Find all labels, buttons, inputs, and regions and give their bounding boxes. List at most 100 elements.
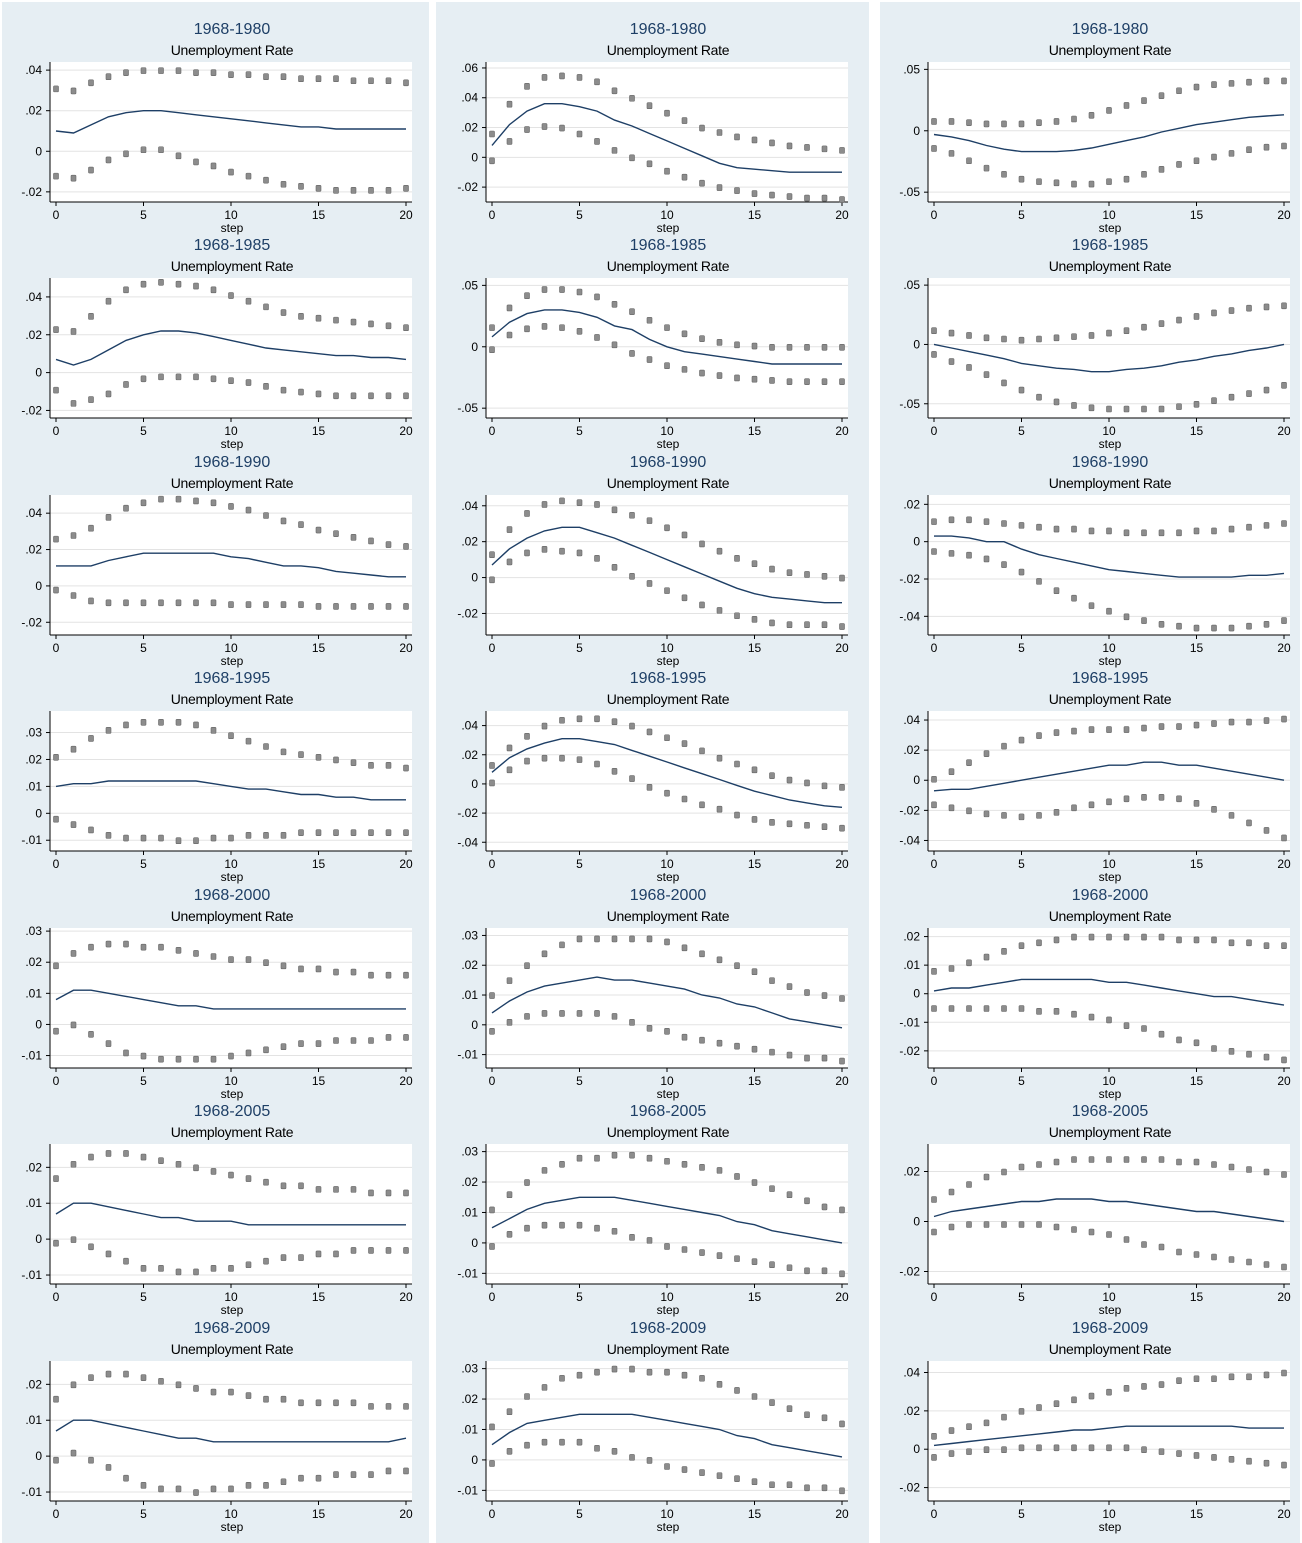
lower-ci-marker	[1123, 613, 1130, 621]
lower-ci-marker	[140, 375, 147, 383]
x-tick-label: 20	[399, 1507, 413, 1521]
lower-ci-marker	[105, 1040, 112, 1047]
lower-ci-marker	[576, 1221, 583, 1229]
irf-line	[55, 780, 406, 801]
y-tick-label: .02	[25, 1160, 42, 1174]
y-tick-label: 0	[35, 579, 42, 593]
upper-ci-marker	[751, 766, 758, 774]
upper-ci-marker	[559, 1160, 565, 1168]
upper-ci-marker	[210, 953, 217, 960]
y-tick-label: 0	[35, 1017, 42, 1031]
x-tick-label: 0	[489, 1290, 496, 1304]
irf-panel: 1968-2009 Unemployment Rate -.01 0 .01 .02 .03…	[442, 1311, 866, 1534]
x-axis-label: step	[221, 221, 244, 235]
y-tick-label: .02	[25, 543, 42, 557]
lower-ci-marker	[983, 555, 990, 563]
upper-ci-marker	[734, 341, 740, 349]
irf-chart: 1968-2009 Unemployment Rate -.02 0 .02 .04 0 5 1…	[899, 1320, 1291, 1534]
y-tick-label: .01	[25, 986, 42, 1000]
upper-ci-marker	[1281, 715, 1287, 723]
upper-ci-marker	[385, 77, 392, 85]
y-tick-label: -.02	[457, 180, 478, 194]
upper-ci-marker	[280, 1395, 287, 1403]
lower-ci-marker	[333, 1250, 339, 1258]
y-tick-label: -.02	[21, 615, 42, 629]
lower-ci-marker	[105, 1250, 112, 1258]
lower-ci-marker	[175, 373, 182, 381]
upper-ci-marker	[948, 118, 955, 125]
lower-ci-marker	[983, 1005, 990, 1012]
lower-ci-marker	[228, 168, 234, 176]
y-tick-label: .03	[461, 1362, 478, 1376]
lower-ci-marker	[664, 1463, 670, 1470]
lower-ci-marker	[1246, 819, 1252, 827]
x-tick-label: 0	[53, 1074, 60, 1088]
upper-ci-marker	[385, 322, 392, 330]
y-tick-label: -.01	[21, 1268, 42, 1282]
lower-ci-marker	[1036, 812, 1042, 819]
chart-title: 1968-1990	[194, 454, 271, 471]
chart-subtitle: Unemployment Rate	[171, 908, 294, 924]
lower-ci-marker	[751, 616, 758, 623]
lower-ci-marker	[53, 1239, 59, 1247]
lower-ci-marker	[541, 1010, 548, 1017]
upper-ci-marker	[1088, 726, 1095, 733]
lower-ci-marker	[1123, 175, 1130, 183]
upper-ci-marker	[105, 73, 112, 81]
upper-ci-marker	[489, 551, 495, 559]
irf-line	[55, 989, 406, 1010]
upper-ci-marker	[966, 119, 972, 126]
x-tick-label: 20	[1277, 641, 1291, 655]
lower-ci-marker	[786, 1481, 793, 1489]
upper-ci-marker	[734, 962, 740, 970]
upper-ci-marker	[1246, 1166, 1252, 1173]
lower-ci-marker	[786, 193, 793, 200]
upper-ci-marker	[1228, 939, 1235, 947]
x-tick-label: 20	[399, 208, 413, 222]
upper-ci-marker	[280, 73, 287, 81]
lower-ci-marker	[70, 1449, 77, 1457]
lower-ci-marker	[804, 194, 810, 202]
upper-ci-marker	[315, 753, 322, 761]
lower-ci-marker	[315, 829, 322, 836]
upper-ci-marker	[333, 530, 339, 537]
lower-ci-marker	[350, 1471, 357, 1478]
lower-ci-marker	[931, 1228, 937, 1236]
upper-ci-marker	[123, 504, 129, 512]
lower-ci-marker	[385, 603, 392, 610]
lower-ci-marker	[646, 1457, 653, 1464]
upper-ci-marker	[699, 540, 705, 548]
upper-ci-marker	[53, 1395, 59, 1403]
irf-line	[491, 1413, 843, 1458]
upper-ci-marker	[769, 1185, 775, 1192]
upper-ci-marker	[716, 754, 723, 762]
x-tick-label: 0	[489, 1074, 496, 1088]
chart-title: 1968-2009	[1072, 1320, 1149, 1337]
chart-title: 1968-1980	[630, 21, 707, 38]
upper-ci-marker	[786, 142, 793, 150]
upper-ci-marker	[228, 956, 234, 963]
upper-ci-marker	[524, 1179, 530, 1186]
lower-ci-marker	[1036, 178, 1042, 185]
upper-ci-marker	[53, 962, 59, 970]
lower-ci-marker	[1106, 405, 1112, 413]
lower-ci-marker	[948, 1005, 955, 1012]
y-tick-label: .02	[25, 328, 42, 342]
x-tick-label: 0	[53, 424, 60, 438]
upper-ci-marker	[983, 334, 990, 342]
lower-ci-marker	[158, 1265, 164, 1272]
lower-ci-marker	[105, 832, 112, 839]
upper-ci-marker	[559, 941, 565, 949]
chart-title: 1968-2009	[194, 1320, 271, 1337]
upper-ci-marker	[804, 144, 810, 151]
x-tick-label: 20	[1277, 1074, 1291, 1088]
x-tick-label: 10	[224, 208, 238, 222]
upper-ci-marker	[966, 1423, 972, 1431]
upper-ci-marker	[734, 1173, 740, 1180]
upper-ci-marker	[1211, 1375, 1217, 1383]
x-tick-label: 15	[1190, 1507, 1204, 1521]
upper-ci-marker	[210, 727, 217, 734]
upper-ci-marker	[228, 292, 234, 299]
lower-ci-marker	[53, 1456, 59, 1464]
upper-ci-marker	[1263, 942, 1270, 949]
